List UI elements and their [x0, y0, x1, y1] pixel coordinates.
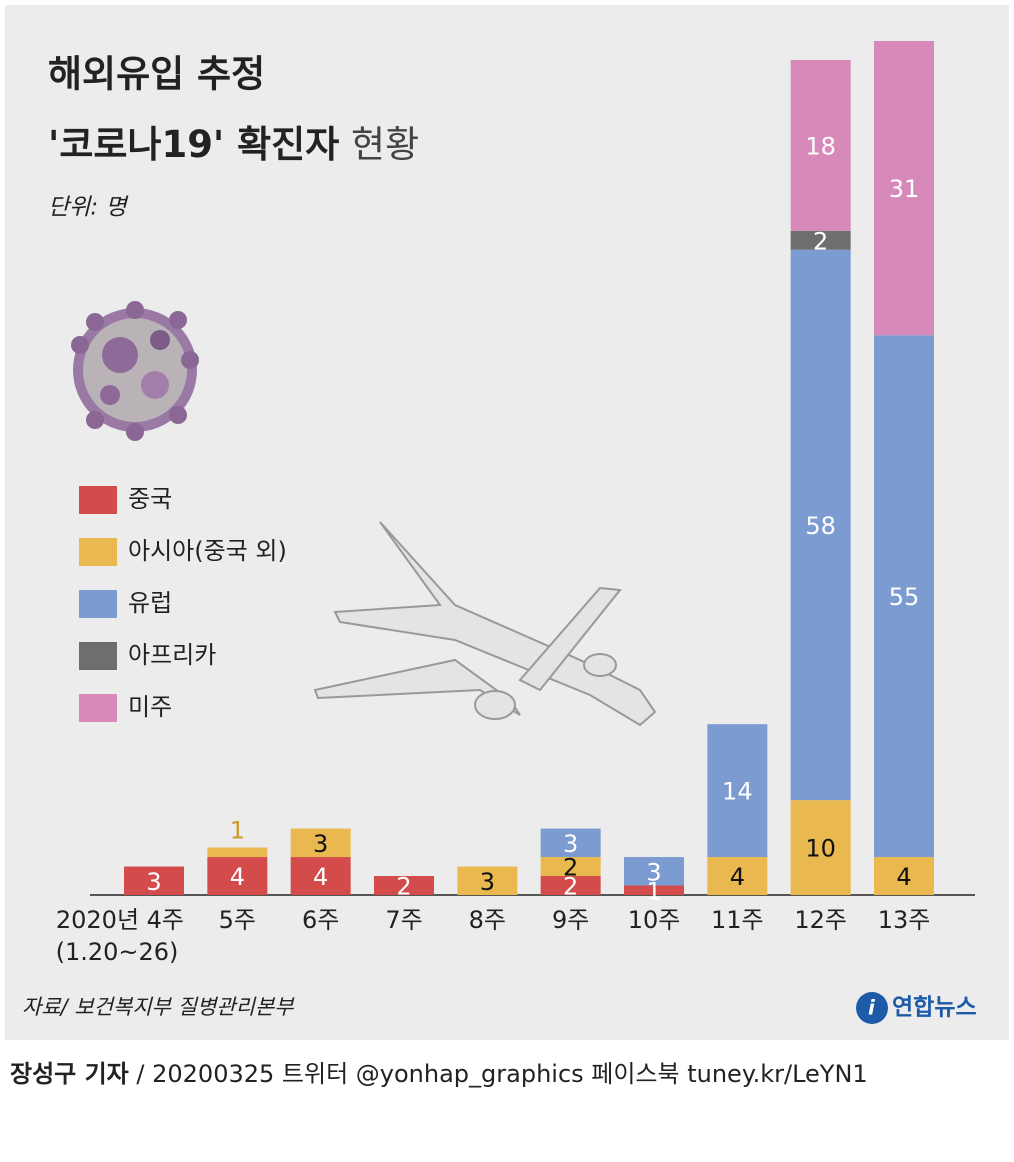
x-tick-label: 6주: [302, 906, 339, 934]
value-label: 2: [563, 873, 578, 901]
bar-segment: [540, 828, 601, 858]
bar-segment: [707, 724, 768, 858]
unit-label: 단위: 명: [48, 195, 129, 221]
value-label: 14: [722, 778, 753, 806]
x-tick-label: 8주: [469, 906, 506, 934]
legend-label: 중국: [128, 485, 172, 513]
bar-segment: [207, 857, 268, 895]
title-suffix: 현황: [351, 123, 419, 166]
title-line1: 해외유입 추정: [48, 53, 265, 96]
legend-label: 미주: [128, 693, 172, 721]
footer: 장성구 기자 / 20200325 트위터 @yonhap_graphics 페…: [10, 1060, 868, 1088]
value-label: 3: [313, 830, 328, 858]
value-label: 31: [889, 175, 920, 203]
bar-segment: [790, 59, 851, 231]
legend-swatch: [79, 642, 117, 670]
bar-segment: [207, 847, 268, 858]
value-label: 4: [896, 863, 911, 891]
title-line2: '코로나19' 확진자 현황: [48, 123, 419, 166]
bar-segment: [874, 857, 934, 895]
x-tick-label: 9주: [552, 906, 589, 934]
bar-segment: [790, 249, 851, 801]
reporter: 장성구 기자: [10, 1060, 129, 1088]
legend-swatch: [79, 590, 117, 618]
x-tick-label: 5주: [219, 906, 256, 934]
bar-segment: [707, 857, 768, 895]
x-tick-label: 2020년 4주: [56, 906, 184, 934]
value-label: 4: [313, 863, 328, 891]
bar-segment: [290, 857, 351, 895]
value-label: 1: [646, 877, 661, 905]
bar-segment: [624, 857, 684, 886]
bar-segment: [124, 866, 184, 895]
x-tick-label: 11주: [711, 906, 764, 934]
x-tick-note: (1.20~26): [56, 938, 179, 966]
value-label: 55: [889, 583, 920, 611]
value-label: 3: [563, 830, 578, 858]
legend-swatch: [79, 486, 117, 514]
value-label: 4: [730, 863, 745, 891]
bar-segment: [374, 876, 434, 895]
legend-label: 아프리카: [128, 641, 216, 669]
bar-segment: [540, 857, 601, 877]
x-tick-label: 12주: [794, 906, 847, 934]
title-main: '코로나19' 확진자: [48, 123, 339, 166]
legend-swatch: [79, 694, 117, 722]
value-label: 2: [563, 854, 578, 882]
value-label: 10: [805, 835, 836, 863]
bar-segment: [540, 876, 601, 895]
x-tick-label: 13주: [878, 906, 931, 934]
bar-segment: [874, 41, 934, 336]
value-label: 2: [396, 873, 411, 901]
value-label: 3: [146, 868, 161, 896]
logo: i 연합뉴스: [856, 992, 977, 1024]
x-tick-label: 10주: [628, 906, 681, 934]
virus-illustration: [71, 301, 199, 441]
source: 자료/ 보건복지부 질병관리본부: [22, 995, 295, 1019]
value-label: 2: [813, 227, 828, 255]
value-label: 3: [480, 868, 495, 896]
legend-label: 아시아(중국 외): [128, 537, 287, 565]
credit: / 20200325 트위터 @yonhap_graphics 페이스북 tun…: [136, 1060, 867, 1088]
bar-segment: [790, 800, 851, 895]
legend-label: 유럽: [128, 589, 172, 617]
x-tick-label: 7주: [385, 906, 422, 934]
bar-segment: [790, 230, 851, 250]
legend-swatch: [79, 538, 117, 566]
value-label: 58: [805, 512, 836, 540]
value-label: 3: [646, 858, 661, 886]
bar-segment: [624, 885, 684, 895]
bar-segment: [290, 828, 351, 858]
svg-text:i: i: [868, 996, 876, 1020]
bar-segment: [874, 335, 934, 858]
value-label: 18: [805, 132, 836, 160]
logo-text: 연합뉴스: [892, 995, 977, 1021]
value-label: 1: [230, 817, 245, 845]
airplane-illustration: [313, 521, 657, 727]
value-label: 4: [230, 863, 245, 891]
bar-segment: [457, 866, 518, 895]
